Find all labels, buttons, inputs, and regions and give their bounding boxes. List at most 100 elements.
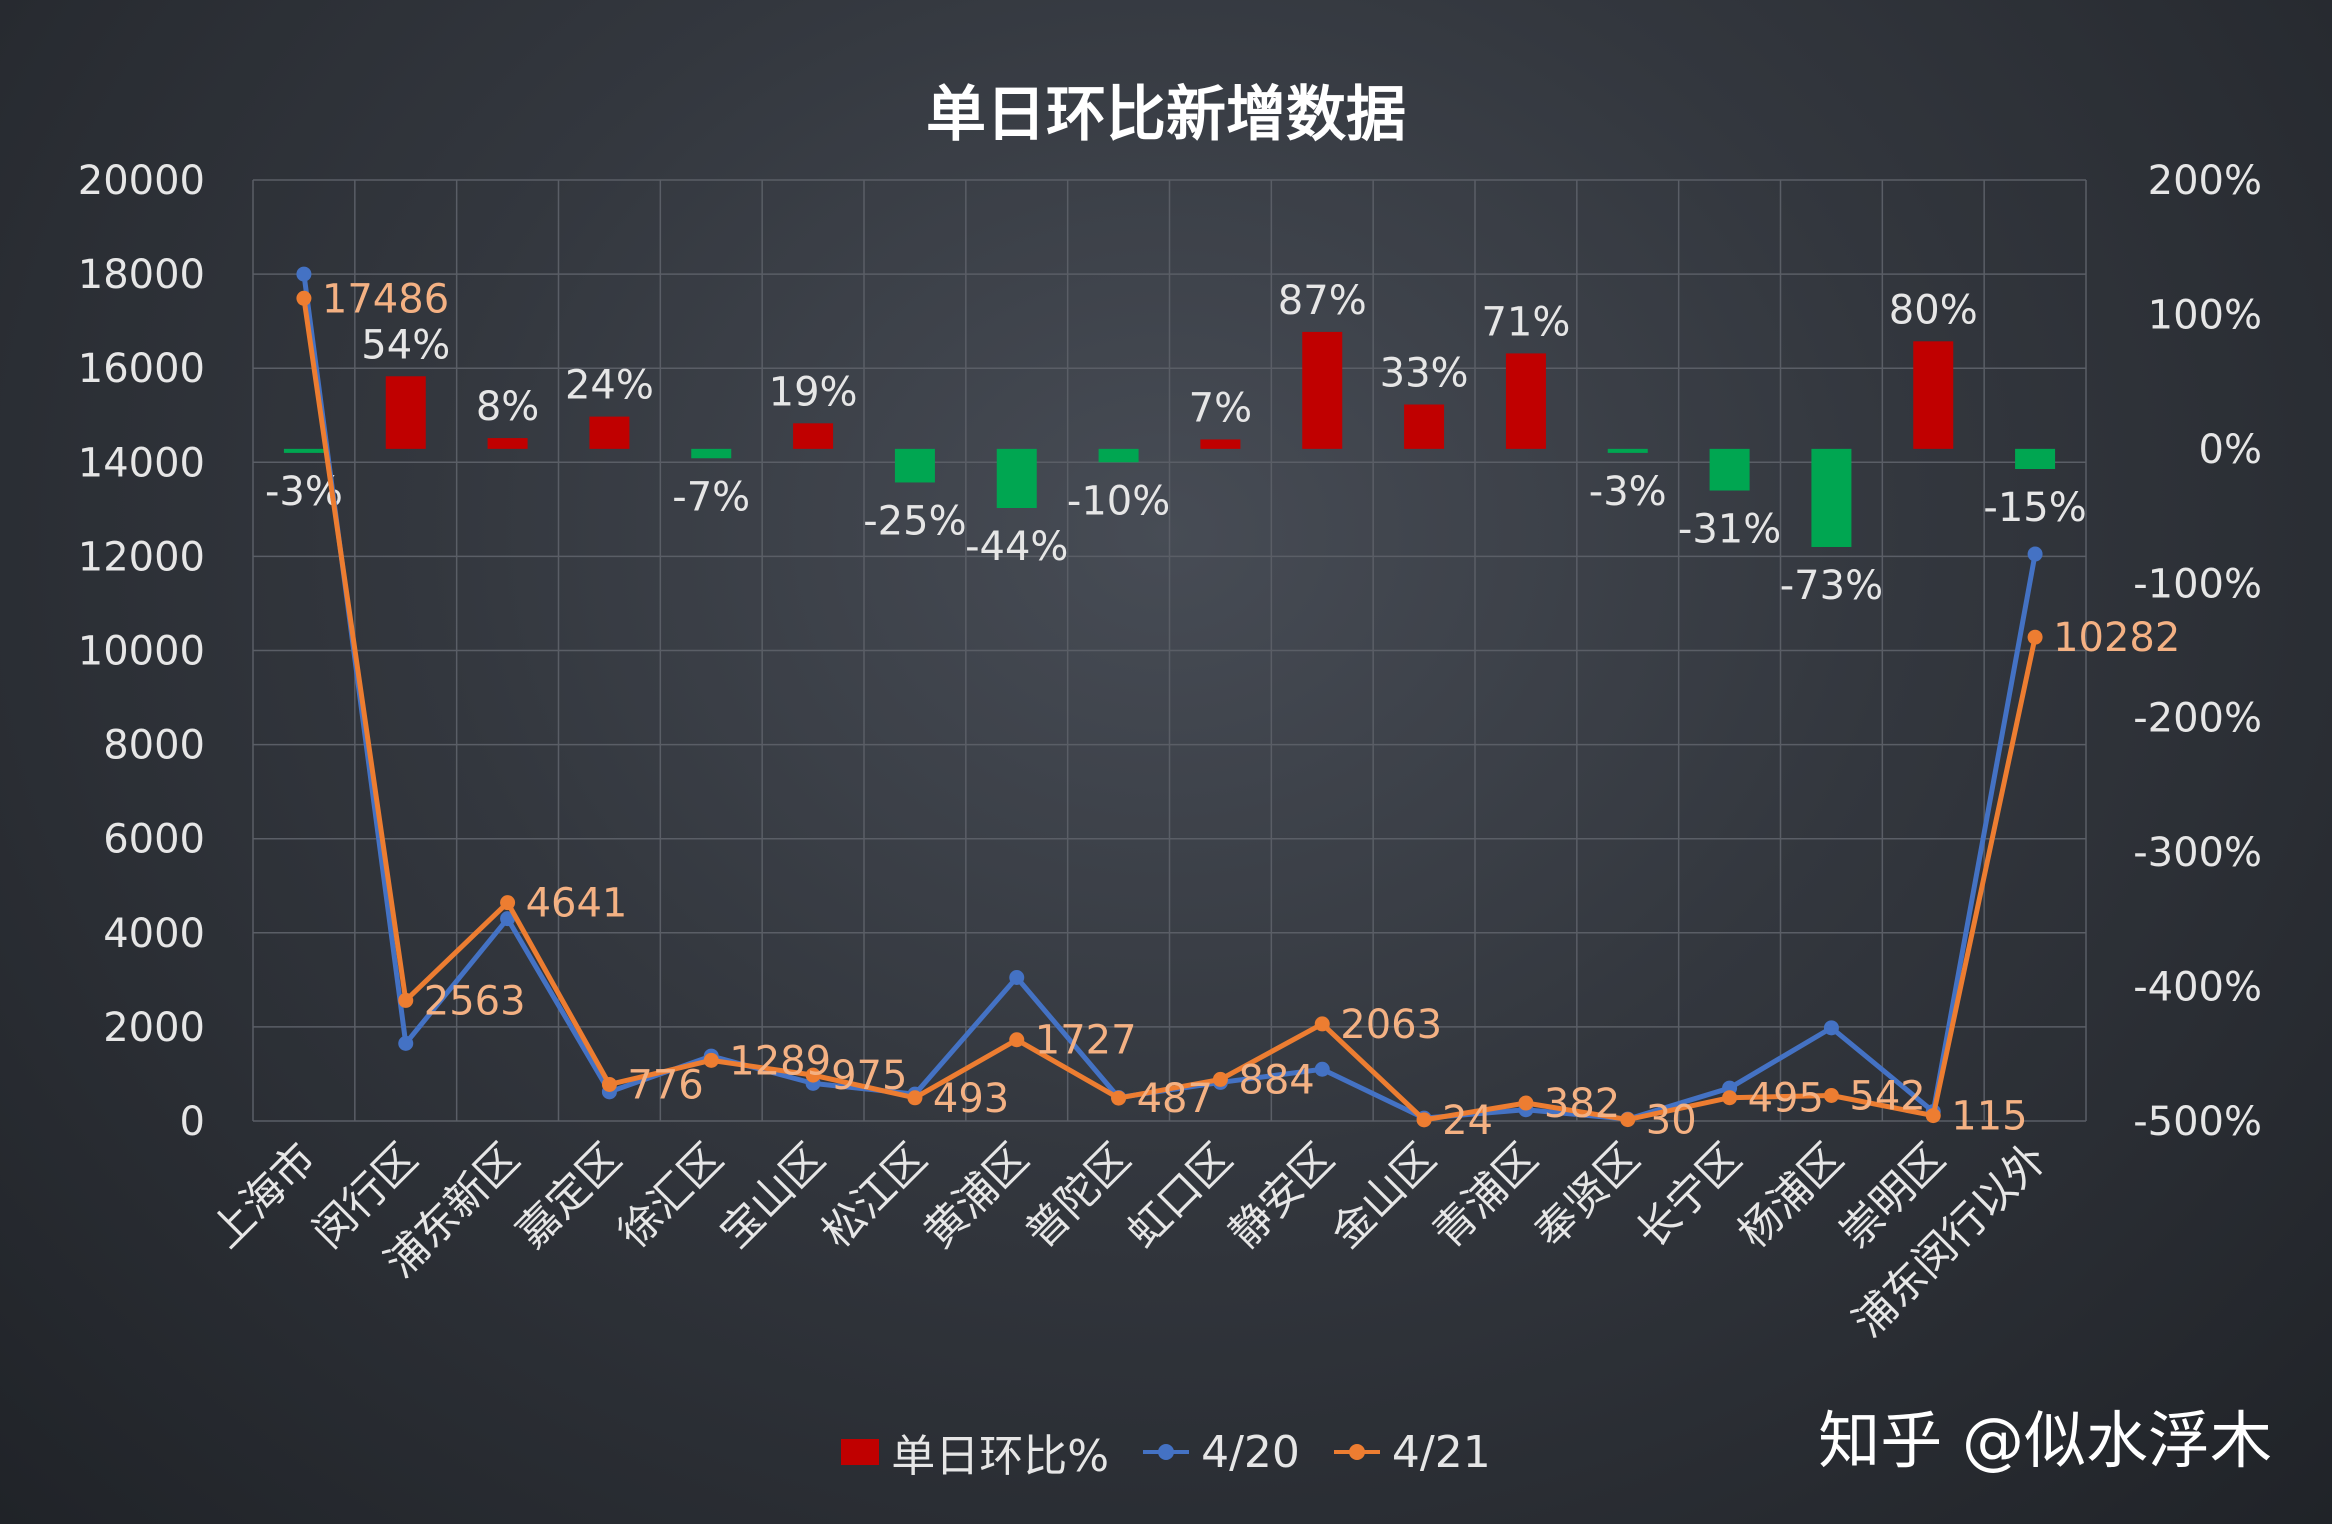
bar-data-label: -73% — [1780, 563, 1883, 609]
series-421-data-label: 495 — [1748, 1076, 1824, 1122]
bar-data-label: -3% — [1589, 469, 1667, 515]
bar-data-label: -31% — [1678, 507, 1781, 553]
series-421-point — [1111, 1090, 1127, 1106]
left-axis-tick-label: 18000 — [78, 252, 205, 298]
bar-data-label: -10% — [1067, 478, 1170, 524]
right-axis-tick-label: 0% — [2199, 427, 2262, 473]
legend-swatch-420 — [1143, 1444, 1190, 1460]
bar — [283, 448, 324, 453]
series-421-data-label: 4641 — [526, 881, 628, 927]
series-421-point — [398, 992, 414, 1008]
left-axis-tick-label: 0 — [180, 1099, 205, 1145]
bar — [1098, 448, 1139, 463]
legend-swatch-bar — [841, 1439, 880, 1465]
series-421-data-label: 975 — [831, 1053, 907, 1099]
series-421-point — [2027, 629, 2043, 645]
legend: 单日环比% 4/20 4/21 — [0, 1420, 2332, 1484]
series-421-point — [1314, 1016, 1330, 1032]
category-label: 黄浦区 — [914, 1133, 1038, 1257]
bar — [793, 423, 834, 449]
series-421-data-label: 776 — [627, 1062, 703, 1108]
series-421-point — [601, 1076, 617, 1092]
bar-data-label: -25% — [863, 498, 966, 544]
bar-data-label: 54% — [361, 322, 450, 368]
bar-data-label: -15% — [1983, 485, 2086, 531]
series-421-point — [1212, 1071, 1228, 1087]
bar-data-label: 33% — [1380, 350, 1469, 396]
series-421-data-label: 487 — [1137, 1076, 1213, 1122]
series-421-data-label: 30 — [1646, 1098, 1697, 1144]
right-axis-tick-label: 200% — [2148, 158, 2262, 204]
category-label: 宝山区 — [710, 1133, 834, 1257]
bar-data-label: 8% — [476, 384, 539, 430]
bar — [1913, 341, 1954, 449]
series-421-data-label: 542 — [1849, 1073, 1925, 1119]
legend-label-bar: 单日环比% — [891, 1431, 1110, 1482]
chart-title: 单日环比新增数据 — [926, 80, 1406, 150]
series-421-point — [1518, 1095, 1534, 1111]
bar-data-label: 87% — [1278, 278, 1367, 324]
bar-data-label: 24% — [565, 363, 654, 409]
series-421-data-label: 10282 — [2053, 615, 2180, 661]
legend-item-420[interactable]: 4/20 — [1143, 1427, 1300, 1478]
bar — [1811, 448, 1852, 547]
series-421-data-label: 1289 — [729, 1038, 831, 1084]
category-label: 杨浦区 — [1729, 1133, 1853, 1257]
series-421-point — [1925, 1108, 1941, 1124]
right-axis-tick-label: -400% — [2133, 965, 2262, 1011]
series-421-point — [500, 895, 516, 911]
series-421-point — [1722, 1090, 1738, 1106]
left-axis-tick-label: 10000 — [78, 629, 205, 675]
bar-data-label: -44% — [965, 524, 1068, 570]
category-label: 青浦区 — [1423, 1133, 1547, 1257]
bar — [1505, 353, 1546, 449]
bar — [1302, 331, 1343, 449]
legend-swatch-421 — [1333, 1444, 1380, 1460]
category-label: 松江区 — [812, 1133, 936, 1257]
series-421-data-label: 2063 — [1340, 1002, 1442, 1048]
bar — [1607, 448, 1648, 453]
bar — [1200, 439, 1241, 449]
legend-label-421: 4/21 — [1391, 1426, 1491, 1478]
series-421-point — [1823, 1087, 1839, 1103]
bar-data-label: 80% — [1889, 287, 1978, 333]
series-420-point — [1314, 1061, 1330, 1077]
series-421-point — [805, 1067, 821, 1083]
right-axis-tick-label: -100% — [2133, 561, 2262, 607]
category-label: 奉贤区 — [1525, 1133, 1649, 1257]
series-420-point — [1823, 1020, 1839, 1036]
bar — [996, 448, 1037, 509]
series-421-data-label: 2563 — [424, 978, 526, 1024]
right-axis-tick-label: -500% — [2133, 1099, 2262, 1145]
series-420-point — [398, 1035, 414, 1051]
bar — [691, 448, 732, 459]
category-label: 普陀区 — [1016, 1133, 1140, 1257]
left-axis-tick-label: 8000 — [103, 723, 205, 769]
series-421-point — [907, 1090, 923, 1106]
bar-data-label: -7% — [672, 474, 750, 520]
bar-data-label: 19% — [769, 369, 858, 415]
series-421-point — [1009, 1032, 1025, 1048]
series-420-point — [500, 911, 516, 927]
category-label: 上海市 — [201, 1133, 325, 1257]
bar — [894, 448, 935, 483]
legend-item-421[interactable]: 4/21 — [1333, 1426, 1491, 1478]
series-421-data-label: 1727 — [1035, 1018, 1137, 1064]
right-axis-tick-label: 100% — [2148, 292, 2262, 338]
left-axis-tick-label: 20000 — [78, 158, 205, 204]
category-label: 长宁区 — [1627, 1133, 1751, 1257]
right-axis-tick-label: -300% — [2133, 830, 2262, 876]
left-axis-tick-label: 12000 — [78, 534, 205, 580]
watermark: 知乎 @似水浮木 — [1818, 1404, 2272, 1477]
series-420-point — [2027, 546, 2043, 562]
series-420-point — [1009, 969, 1025, 985]
series-421-data-label: 24 — [1442, 1098, 1493, 1144]
bar-data-label: 7% — [1189, 385, 1252, 431]
series-421-data-label: 493 — [933, 1076, 1009, 1122]
left-axis-tick-label: 2000 — [103, 1005, 205, 1051]
bar — [2015, 448, 2056, 470]
legend-item-bar[interactable]: 单日环比% — [841, 1420, 1109, 1484]
series-421-point — [703, 1052, 719, 1068]
